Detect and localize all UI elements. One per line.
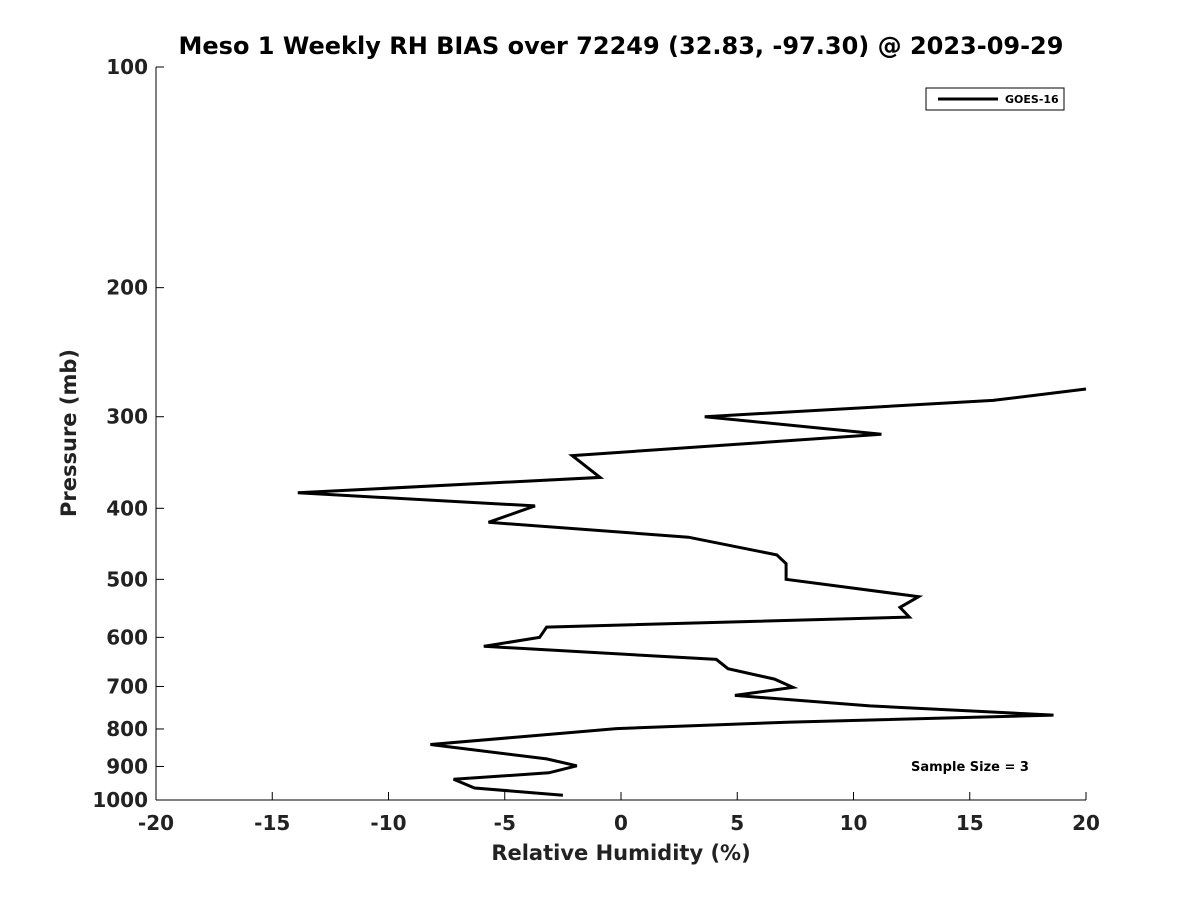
y-tick-label: 500 bbox=[106, 567, 148, 591]
chart-title: Meso 1 Weekly RH BIAS over 72249 (32.83,… bbox=[179, 32, 1064, 60]
y-ticks: 100 200 300 400 500 600 700 800 900 1000 bbox=[92, 55, 164, 812]
sample-size-annotation: Sample Size = 3 bbox=[911, 760, 1029, 775]
x-tick-label: -5 bbox=[494, 811, 516, 835]
x-tick-label: -10 bbox=[370, 811, 406, 835]
series-line-goes-16 bbox=[297, 387, 1087, 797]
y-tick-label: 200 bbox=[106, 276, 148, 300]
y-tick-label: 800 bbox=[106, 717, 148, 741]
x-axis-label: Relative Humidity (%) bbox=[491, 841, 750, 865]
legend-label-goes-16: GOES-16 bbox=[1005, 93, 1059, 106]
plot-area: -20 -15 -10 -5 0 5 10 15 20 100 200 300 400 500 600 70… bbox=[92, 55, 1100, 835]
y-tick-label: 700 bbox=[106, 674, 148, 698]
x-tick-label: 5 bbox=[730, 811, 744, 835]
series-layer bbox=[297, 387, 1087, 797]
x-tick-label: 15 bbox=[956, 811, 984, 835]
y-axis-label: Pressure (mb) bbox=[57, 349, 81, 517]
x-tick-label: -20 bbox=[138, 811, 174, 835]
y-tick-label: 100 bbox=[106, 55, 148, 79]
y-tick-label: 600 bbox=[106, 625, 148, 649]
x-tick-label: 10 bbox=[840, 811, 868, 835]
y-tick-label: 400 bbox=[106, 496, 148, 520]
x-tick-label: -15 bbox=[254, 811, 290, 835]
y-tick-label: 1000 bbox=[92, 788, 148, 812]
y-tick-label: 300 bbox=[106, 405, 148, 429]
x-tick-label: 20 bbox=[1072, 811, 1100, 835]
y-tick-label: 900 bbox=[106, 754, 148, 778]
x-ticks: -20 -15 -10 -5 0 5 10 15 20 bbox=[138, 792, 1100, 835]
x-tick-label: 0 bbox=[614, 811, 628, 835]
legend: GOES-16 bbox=[925, 87, 1065, 111]
